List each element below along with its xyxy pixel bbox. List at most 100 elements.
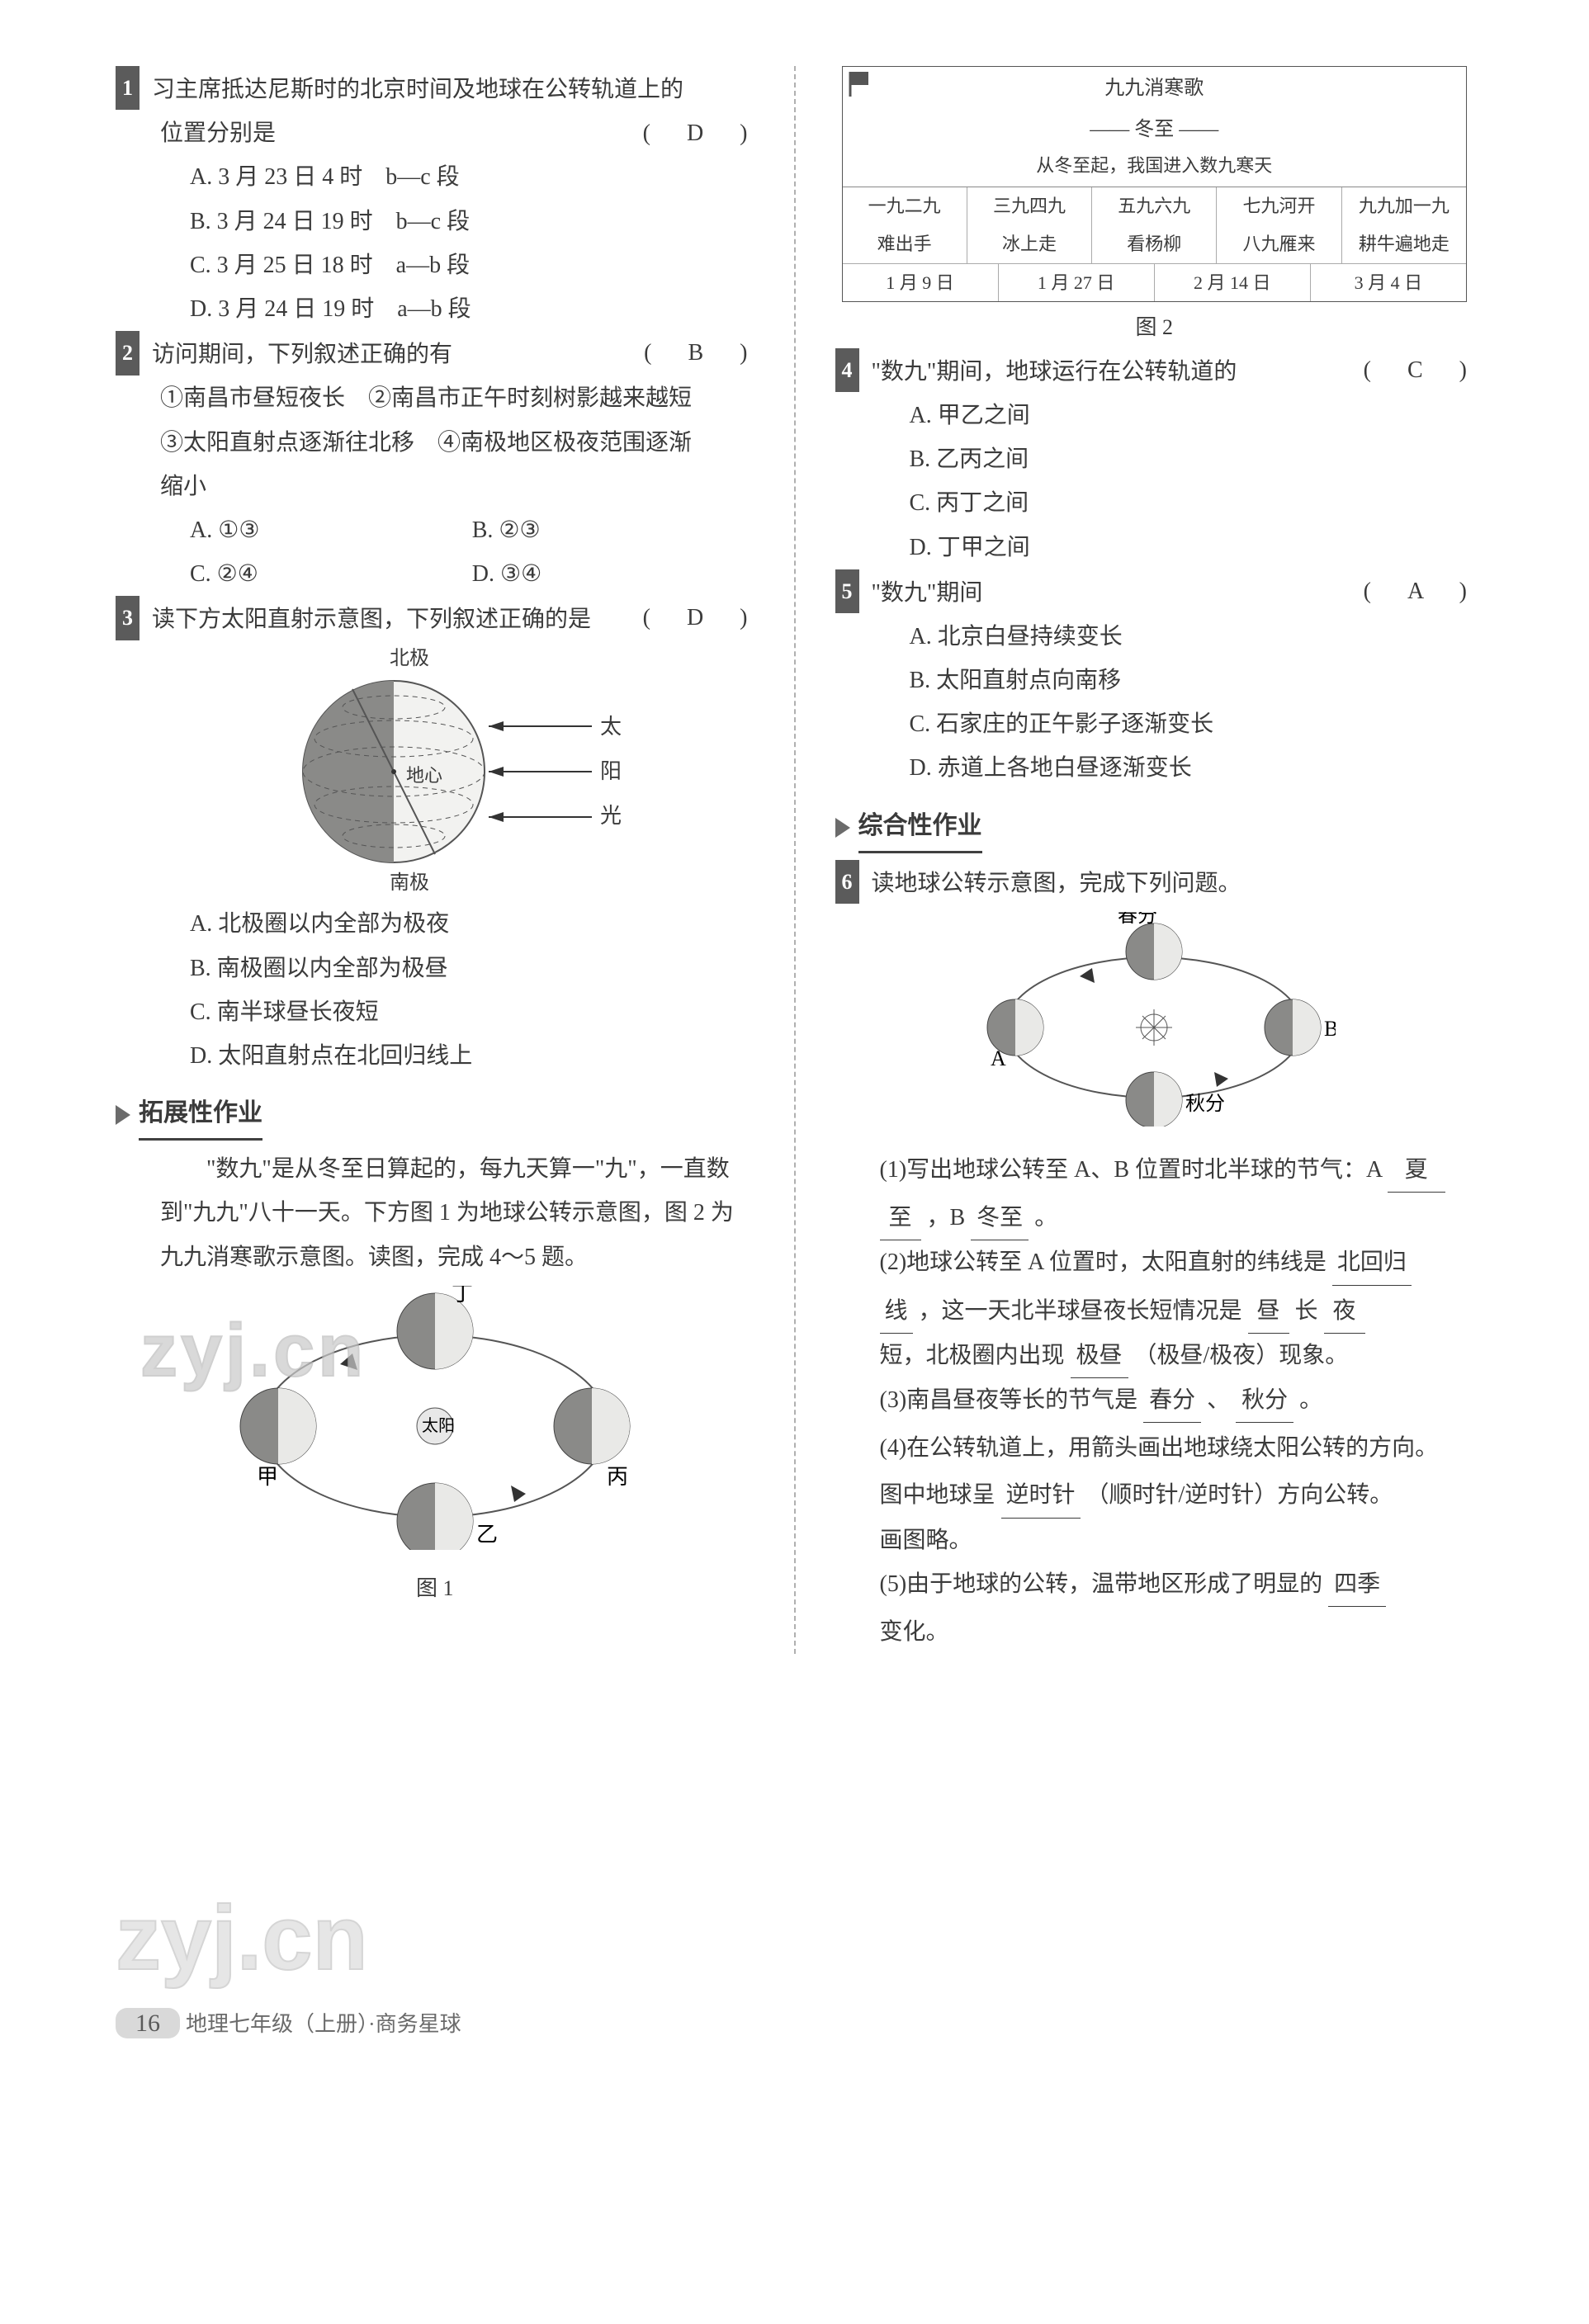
q1-optB: B. 3 月 24 日 19 时 b—c 段 bbox=[190, 200, 754, 243]
song-cell: 七九河开 bbox=[1217, 187, 1341, 225]
song-cell: 2 月 14 日 bbox=[1155, 263, 1311, 302]
label-south: 南极 bbox=[390, 872, 429, 894]
revolution-diagram-icon: 春分 秋分 A B bbox=[972, 912, 1336, 1127]
column-divider bbox=[794, 66, 796, 1654]
qnum-badge: 4 bbox=[835, 348, 859, 392]
song-cell: 3 月 4 日 bbox=[1311, 263, 1466, 302]
q3-optD: D. 太阳直射点在北回归线上 bbox=[190, 1034, 754, 1078]
q6-3: (3)南昌昼夜等长的节气是 春分 、 秋分 。 bbox=[835, 1378, 1474, 1423]
song-cell: 冰上走 bbox=[967, 225, 1092, 263]
song-cell: 三九四九 bbox=[967, 187, 1092, 225]
song-sub1: —— 冬至 —— bbox=[881, 108, 1429, 149]
blank: 秋分 bbox=[1236, 1378, 1293, 1423]
q5-stem: "数九"期间 bbox=[872, 580, 983, 606]
question-1: 1 习主席抵达尼斯时的北京时间及地球在公转轨道上的 位置分别是 ( D ) A.… bbox=[116, 66, 754, 331]
q4-answer: ( C ) bbox=[1364, 348, 1473, 392]
song-cell: 五九六九 bbox=[1092, 187, 1217, 225]
q1-optC: C. 3 月 25 日 18 时 a—b 段 bbox=[190, 243, 754, 287]
label-sun3: 光 bbox=[600, 804, 622, 828]
svg-text:丁: 丁 bbox=[452, 1286, 473, 1306]
blank: 至 bbox=[880, 1196, 921, 1240]
q2-optD: D. ③④ bbox=[472, 552, 754, 596]
q6-2: (2)地球公转至 A 位置时，太阳直射的纬线是 北回归 bbox=[835, 1240, 1474, 1285]
q6-stem: 读地球公转示意图，完成下列问题。 bbox=[872, 871, 1241, 896]
song-table: 九九消寒歌 —— 冬至 —— 从冬至起，我国进入数九寒天 一九二九 三九四九 五… bbox=[842, 66, 1468, 302]
page-footer: zyj.cn 16 地理七年级（上册）·商务星球 bbox=[116, 1852, 1473, 2047]
q6-4: (4)在公转轨道上，用箭头画出地球绕太阳公转的方向。 bbox=[835, 1426, 1474, 1470]
blank: 北回归 bbox=[1332, 1240, 1412, 1285]
svg-text:丙: 丙 bbox=[607, 1465, 628, 1489]
q2-s3: 缩小 bbox=[116, 465, 754, 508]
q1-line1: 习主席抵达尼斯时的北京时间及地球在公转轨道上的 bbox=[152, 77, 683, 102]
fig1-caption: 图 1 bbox=[116, 1568, 754, 1608]
song-sub2: 从冬至起，我国进入数九寒天 bbox=[843, 149, 1467, 187]
section-comprehensive: 综合性作业 bbox=[835, 802, 1474, 853]
song-cell: 难出手 bbox=[843, 225, 967, 263]
svg-text:A: A bbox=[991, 1046, 1006, 1070]
label-sun2: 阳 bbox=[600, 759, 622, 783]
svg-text:秋分: 秋分 bbox=[1185, 1093, 1225, 1115]
q5-optC: C. 石家庄的正午影子逐渐变长 bbox=[910, 702, 1474, 746]
arrow-icon bbox=[835, 818, 850, 838]
q4-optC: C. 丙丁之间 bbox=[910, 481, 1474, 525]
q4-optA: A. 甲乙之间 bbox=[910, 394, 1474, 437]
label-center: 地心 bbox=[406, 765, 442, 786]
q3-optA: A. 北极圈以内全部为极夜 bbox=[190, 902, 754, 946]
q5-optB: B. 太阳直射点向南移 bbox=[910, 659, 1474, 702]
song-cell: 耕牛遍地走 bbox=[1342, 225, 1466, 263]
q6-5: (5)由于地球的公转，温带地区形成了明显的 四季 bbox=[835, 1562, 1474, 1607]
q2-stem: 访问期间，下列叙述正确的有 bbox=[152, 342, 452, 367]
q1-answer: ( D ) bbox=[643, 111, 754, 155]
svg-text:太阳: 太阳 bbox=[422, 1416, 455, 1435]
qnum-badge: 5 bbox=[835, 569, 859, 613]
question-6: 6 读地球公转示意图，完成下列问题。 春分 秋分 A B bbox=[835, 860, 1474, 1654]
q2-optB: B. ②③ bbox=[472, 508, 754, 552]
figure-1: zyj.cn 太阳 丁 甲 丙 乙 图 1 bbox=[116, 1286, 754, 1609]
right-column: 九九消寒歌 —— 冬至 —— 从冬至起，我国进入数九寒天 一九二九 三九四九 五… bbox=[835, 66, 1474, 1654]
fig2-caption: 图 2 bbox=[835, 307, 1474, 347]
q5-optA: A. 北京白昼持续变长 bbox=[910, 615, 1474, 659]
question-5: 5 "数九"期间 ( A ) A. 北京白昼持续变长 B. 太阳直射点向南移 C… bbox=[835, 569, 1474, 791]
label-north: 北极 bbox=[390, 648, 429, 669]
passage-shuju: "数九"是从冬至日算起的，每九天算一"九"，一直数到"九九"八十一天。下方图 1… bbox=[116, 1147, 754, 1279]
q6-1: (1)写出地球公转至 A、B 位置时北半球的节气：A 夏 bbox=[835, 1148, 1474, 1193]
q6-4-note: 画图略。 bbox=[835, 1519, 1474, 1562]
q2-answer: ( B ) bbox=[644, 331, 754, 375]
song-title: 九九消寒歌 bbox=[881, 67, 1429, 108]
song-cell: 九九加一九 bbox=[1342, 187, 1466, 225]
svg-text:乙: 乙 bbox=[476, 1523, 498, 1547]
q3-answer: ( D ) bbox=[643, 596, 754, 640]
q3-optB: B. 南极圈以内全部为极昼 bbox=[190, 947, 754, 990]
svg-text:B: B bbox=[1324, 1017, 1336, 1041]
song-cell: 看杨柳 bbox=[1092, 225, 1217, 263]
qnum-badge: 2 bbox=[116, 331, 140, 375]
q3-optC: C. 南半球昼长夜短 bbox=[190, 990, 754, 1034]
q6-figure: 春分 秋分 A B bbox=[835, 912, 1474, 1141]
q1-line2: 位置分别是 bbox=[160, 120, 276, 146]
q4-stem: "数九"期间，地球运行在公转轨道的 bbox=[872, 359, 1237, 385]
question-3: 3 读下方太阳直射示意图，下列叙述正确的是 ( D ) 北极 地心 bbox=[116, 596, 754, 1078]
song-cell: 1 月 27 日 bbox=[999, 263, 1155, 302]
section-expand: 拓展性作业 bbox=[116, 1089, 754, 1141]
question-2: 2 访问期间，下列叙述正确的有 ( B ) ①南昌市昼短夜长 ②南昌市正午时刻树… bbox=[116, 331, 754, 596]
qnum-badge: 1 bbox=[116, 66, 140, 110]
arrow-icon bbox=[116, 1105, 130, 1125]
blank: 冬至 bbox=[971, 1196, 1029, 1240]
svg-text:春分: 春分 bbox=[1118, 912, 1157, 927]
blank: 线 bbox=[880, 1289, 913, 1334]
qnum-badge: 3 bbox=[116, 596, 140, 640]
blank: 夏 bbox=[1388, 1148, 1445, 1193]
blank: 极昼 bbox=[1071, 1334, 1128, 1378]
flag-icon bbox=[843, 67, 881, 149]
q2-s1: ①南昌市昼短夜长 ②南昌市正午时刻树影越来越短 bbox=[116, 376, 754, 420]
left-column: 1 习主席抵达尼斯时的北京时间及地球在公转轨道上的 位置分别是 ( D ) A.… bbox=[116, 66, 754, 1654]
q2-optC: C. ②④ bbox=[190, 552, 472, 596]
watermark-footer: zyj.cn bbox=[116, 1852, 461, 2024]
q2-optA: A. ①③ bbox=[190, 508, 472, 552]
song-cell: 八九雁来 bbox=[1217, 225, 1341, 263]
q3-figure: 北极 地心 太 阳 光 bbox=[116, 648, 754, 895]
q3-stem: 读下方太阳直射示意图，下列叙述正确的是 bbox=[152, 607, 591, 632]
q4-optB: B. 乙丙之间 bbox=[910, 437, 1474, 481]
q1-optA: A. 3 月 23 日 4 时 b—c 段 bbox=[190, 155, 754, 199]
svg-text:甲: 甲 bbox=[257, 1465, 278, 1489]
